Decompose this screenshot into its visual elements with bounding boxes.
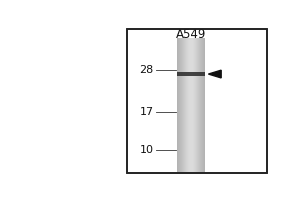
Polygon shape	[208, 70, 221, 78]
Bar	[127, 29, 266, 173]
Text: 10: 10	[140, 145, 154, 155]
Bar	[127, 29, 266, 173]
Text: A549: A549	[176, 28, 206, 41]
Text: 28: 28	[140, 65, 154, 75]
Bar	[177, 72, 205, 76]
Text: 17: 17	[140, 107, 154, 117]
